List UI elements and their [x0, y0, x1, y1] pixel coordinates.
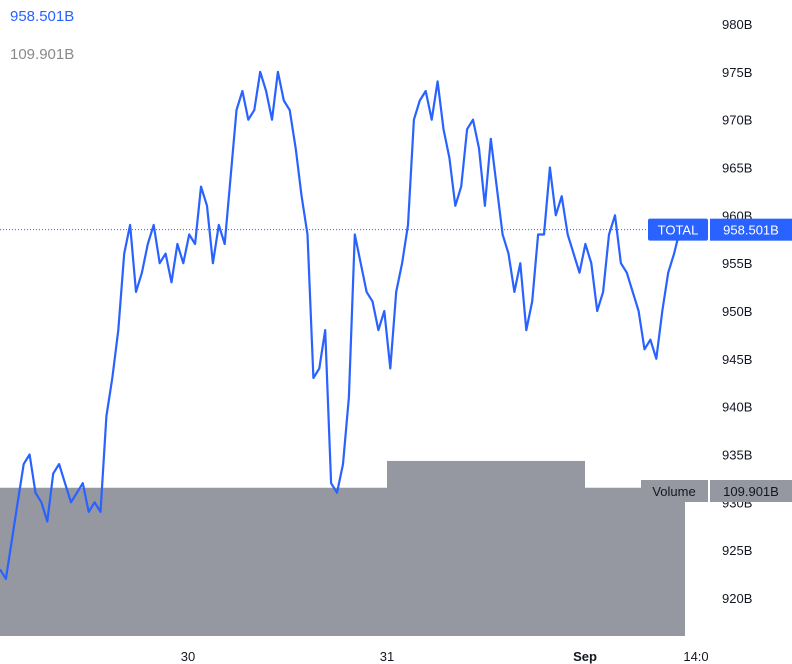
total-value-readout: 958.501B [10, 8, 75, 25]
y-axis[interactable]: 980B975B970B965B960B955B950B945B940B935B… [722, 17, 752, 606]
x-tick-label: 30 [181, 649, 195, 664]
volume-value-readout: 109.901B [10, 46, 75, 63]
y-tick-label: 970B [722, 113, 752, 128]
price-tags: TOTAL 958.501B Volume 109.901B [641, 218, 792, 502]
y-tick-label: 975B [722, 65, 752, 80]
total-series-line [0, 70, 682, 580]
volume-area [0, 460, 685, 636]
total-series [0, 70, 685, 580]
y-tick-label: 955B [722, 256, 752, 271]
y-tick-label: 980B [722, 17, 752, 32]
volume-segment [0, 487, 387, 636]
total-value-text: 958.501B [723, 223, 779, 238]
volume-label-text: Volume [652, 484, 695, 499]
volume-segment [387, 460, 585, 636]
volume-value-tag [710, 480, 792, 502]
y-tick-label: 920B [722, 591, 752, 606]
y-tick-label: 940B [722, 400, 752, 415]
x-axis[interactable]: 30 31 Sep 14:0 [181, 649, 709, 664]
volume-segment [585, 487, 685, 636]
total-label-tag [648, 218, 708, 241]
y-tick-label: 945B [722, 352, 752, 367]
y-tick-label: 950B [722, 304, 752, 319]
total-value-tag [710, 218, 792, 241]
y-tick-label: 925B [722, 543, 752, 558]
volume-value-text: 109.901B [723, 484, 779, 499]
y-tick-label: 935B [722, 448, 752, 463]
x-tick-label: Sep [573, 649, 597, 664]
y-tick-label: 965B [722, 161, 752, 176]
total-label-text: TOTAL [658, 223, 699, 238]
volume-label-tag [641, 480, 708, 502]
x-tick-label: 14:0 [683, 649, 708, 664]
x-tick-label: 31 [380, 649, 394, 664]
